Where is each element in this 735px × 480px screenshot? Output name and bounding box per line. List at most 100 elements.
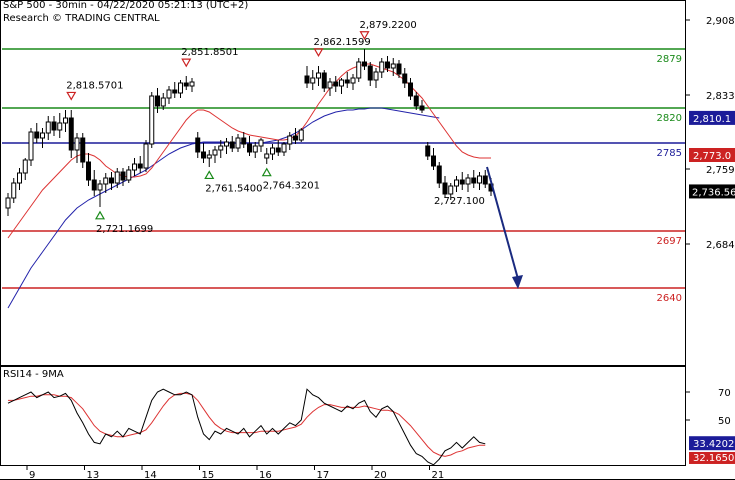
rsi-ma-value-label: 32.1650 [693, 453, 734, 464]
y-tick-label: 2,833 [706, 91, 735, 102]
candle-body [235, 137, 241, 149]
candle-body [402, 73, 408, 84]
candle-body [356, 61, 362, 79]
candle-body [126, 169, 132, 181]
candle-body [86, 161, 91, 181]
rsi-line [7, 388, 486, 466]
rsi-ma-value-box [689, 451, 735, 464]
candle-body [80, 137, 86, 163]
candle-body [477, 175, 482, 184]
chart-source: Research © TRADING CENTRAL [3, 13, 160, 24]
resistance-marker-icon [359, 31, 370, 40]
candle-body [275, 147, 281, 153]
forecast-arrow-line [486, 166, 519, 280]
chart-title: S&P 500 - 30min - 04/22/2020 05:21:13 (U… [3, 0, 249, 11]
candle-body [270, 147, 275, 155]
annotation-note: 2,727.100 [434, 196, 485, 207]
resistance-marker-icon [181, 58, 192, 68]
candle-body [379, 61, 385, 73]
candle-body [149, 95, 155, 145]
annotation-low: 2,761.5400 [205, 183, 262, 194]
candle-body [247, 143, 252, 153]
candle-body [471, 177, 477, 184]
price-tag-box [689, 110, 735, 125]
candle-body [339, 79, 344, 87]
candle-body [264, 153, 270, 159]
rsi-tick-label: 70 [718, 388, 731, 399]
x-tick-label: 9 [29, 470, 35, 480]
candle-body [333, 81, 339, 87]
rsi-value-label: 33.4202 [693, 439, 734, 450]
candle-body [97, 183, 103, 191]
candle-body [91, 179, 97, 191]
candle-body [57, 122, 63, 131]
x-tick-label: 15 [202, 470, 215, 480]
candle-body [465, 177, 471, 185]
support-marker-icon [261, 167, 272, 177]
candle-body [436, 165, 442, 184]
x-tick-label: 20 [374, 470, 387, 480]
candle-body [5, 197, 11, 209]
candle-body [362, 61, 367, 67]
candle-body [40, 132, 45, 139]
candle-body [385, 61, 390, 69]
candle-body [183, 82, 189, 87]
level-label-2785: 2785 [657, 148, 682, 159]
candle-body [241, 137, 247, 145]
moving-average-slow [7, 107, 440, 309]
candle-body [281, 143, 287, 153]
x-tick-label: 16 [259, 470, 272, 480]
candle-body [344, 79, 350, 84]
candle-body [201, 151, 206, 159]
candle-body [454, 179, 459, 187]
rsi-moving-average [8, 392, 486, 457]
y-tick-label: 2,908 [706, 16, 735, 27]
candle-body [396, 63, 402, 75]
candle-body [166, 89, 172, 99]
annotation-high: 2,862.1599 [314, 37, 371, 48]
candle-body [155, 95, 160, 107]
price-tag-label: 2,810.1 [693, 114, 731, 125]
candle-body [103, 177, 109, 185]
candle-body [120, 171, 126, 181]
candle-body [172, 89, 178, 94]
candle-body [459, 179, 465, 185]
candle-body [431, 155, 436, 167]
level-label-2697: 2697 [657, 236, 682, 247]
annotation-high: 2,818.5701 [66, 80, 123, 91]
candle-body [373, 71, 379, 81]
resistance-marker-icon [66, 91, 77, 101]
rsi-tick-label: 50 [718, 416, 731, 427]
candle-body [114, 171, 120, 184]
candle-body [425, 145, 431, 157]
candle-body [63, 117, 68, 124]
support-marker-icon [204, 170, 215, 180]
candle-body [11, 182, 17, 199]
x-tick-label: 13 [87, 470, 100, 480]
candle-body [22, 159, 28, 174]
candle-body [350, 77, 356, 84]
candle-body [390, 63, 396, 69]
rsi-value-box [689, 436, 735, 451]
y-tick-label: 2,684 [706, 240, 735, 251]
forecast-arrow-icon [512, 275, 523, 289]
support-marker-icon [94, 210, 106, 220]
candle-body [206, 154, 212, 159]
rsi-panel-frame [0, 366, 686, 466]
annotation-high: 2,879.2200 [360, 20, 417, 31]
candle-body [132, 163, 137, 171]
candle-body [212, 149, 218, 156]
candle-body [224, 141, 229, 147]
candle-body [195, 137, 201, 153]
annotation-low: 2,721.1699 [96, 224, 153, 235]
level-label-2820: 2820 [657, 113, 682, 124]
candle-body [160, 97, 166, 107]
rsi-label: RSI14 - 9MA [3, 369, 64, 380]
x-tick-label: 21 [432, 470, 445, 480]
candle-body [218, 145, 224, 151]
candle-body [68, 117, 74, 151]
annotation-low: 2,764.3201 [263, 181, 320, 192]
x-tick-label: 14 [144, 470, 157, 480]
candle-body [189, 81, 195, 87]
